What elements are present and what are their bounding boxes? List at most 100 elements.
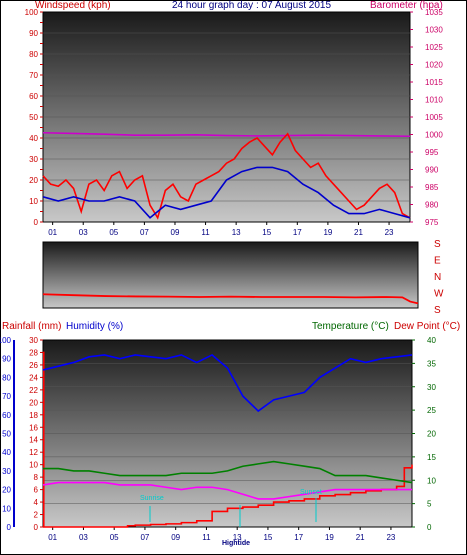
wind-y-tick-label: 20 bbox=[29, 176, 38, 185]
humidity-y-tick-label: 90 bbox=[2, 355, 11, 364]
wind-x-tick-label: 13 bbox=[232, 228, 241, 237]
rain-y-tick-label: 22 bbox=[29, 386, 38, 395]
rain-y-tick-label: 4 bbox=[34, 498, 39, 507]
wind-y-tick-label: 60 bbox=[29, 92, 38, 101]
wind-x-tick-label: 17 bbox=[293, 228, 302, 237]
rain-y-tick-label: 8 bbox=[34, 473, 39, 482]
wind-y-tick-label: 80 bbox=[29, 50, 38, 59]
rain-x-tick-label: 21 bbox=[356, 533, 365, 542]
graph-title: 24 hour graph day : 07 August 2015 bbox=[172, 0, 332, 11]
rain-x-tick-label: 19 bbox=[325, 533, 334, 542]
wind-y-tick-label: 70 bbox=[29, 71, 38, 80]
humidity-y-tick-label: 70 bbox=[2, 392, 11, 401]
wind-barometer-panel: 0102030405060708090100975980985990995100… bbox=[25, 8, 444, 237]
temp-y-tick-label: 35 bbox=[427, 359, 436, 368]
baro-y-tick-label: 985 bbox=[425, 183, 439, 192]
sunrise-annotation: Sunrise bbox=[140, 495, 164, 502]
rain-y-tick-label: 10 bbox=[29, 461, 38, 470]
wind-x-tick-label: 07 bbox=[140, 228, 149, 237]
baro-y-tick-label: 1030 bbox=[425, 26, 443, 35]
temperature-axis-title: Temperature (°C) bbox=[312, 321, 389, 332]
rain-y-tick-label: 12 bbox=[29, 448, 38, 457]
rainfall-line bbox=[42, 351, 413, 528]
wind-x-tick-label: 01 bbox=[48, 228, 57, 237]
wind-x-tick-label: 11 bbox=[201, 228, 210, 237]
direction-label: S bbox=[434, 239, 441, 250]
wind-y-tick-label: 0 bbox=[34, 218, 39, 227]
sunset-annotation: Sunset bbox=[300, 489, 322, 496]
humidity-line bbox=[42, 354, 413, 413]
rain-x-tick-label: 23 bbox=[386, 533, 395, 542]
wind-x-tick-label: 21 bbox=[354, 228, 363, 237]
baro-y-tick-label: 1000 bbox=[425, 131, 443, 140]
wind-x-tick-label: 15 bbox=[262, 228, 271, 237]
baro-y-tick-label: 995 bbox=[425, 148, 439, 157]
wind-y-tick-label: 100 bbox=[25, 8, 39, 17]
humidity-y-tick-label: 50 bbox=[2, 430, 11, 439]
wind-x-tick-label: 09 bbox=[171, 228, 180, 237]
wind-y-tick-label: 10 bbox=[29, 197, 38, 206]
baro-y-tick-label: 1015 bbox=[425, 78, 443, 87]
humidity-y-tick-label: 100 bbox=[0, 336, 12, 345]
direction-label: S bbox=[434, 305, 441, 316]
rain-x-tick-label: 05 bbox=[110, 533, 119, 542]
windspeed-axis-title: Windspeed (kph) bbox=[35, 0, 111, 11]
wind-x-tick-label: 23 bbox=[385, 228, 394, 237]
baro-y-tick-label: 1020 bbox=[425, 61, 443, 70]
rain-humidity-temperature-panel: 0102030405060708090100024681012141618202… bbox=[0, 336, 436, 547]
rain-x-tick-label: 13 bbox=[233, 533, 242, 542]
humidity-axis-title: Humidity (%) bbox=[66, 321, 124, 332]
humidity-y-tick-label: 20 bbox=[2, 486, 11, 495]
rain-x-tick-label: 17 bbox=[294, 533, 303, 542]
baro-y-tick-label: 1005 bbox=[425, 113, 443, 122]
rain-y-tick-label: 14 bbox=[29, 436, 38, 445]
rain-x-tick-label: 07 bbox=[140, 533, 149, 542]
temp-y-tick-label: 25 bbox=[427, 406, 436, 415]
humidity-y-tick-label: 80 bbox=[2, 373, 11, 382]
humidity-y-tick-label: 30 bbox=[2, 467, 11, 476]
temperature-line bbox=[43, 460, 413, 484]
wind-x-tick-label: 19 bbox=[323, 228, 332, 237]
rainfall-axis-title: Rainfall (mm) bbox=[2, 321, 62, 332]
wind-y-tick-label: 50 bbox=[29, 113, 38, 122]
rain-y-tick-label: 24 bbox=[29, 373, 38, 382]
wind-direction-line bbox=[42, 293, 419, 305]
rain-y-tick-label: 30 bbox=[29, 336, 38, 345]
temp-y-tick-label: 5 bbox=[427, 500, 432, 509]
temp-y-tick-label: 30 bbox=[427, 383, 436, 392]
rain-y-tick-label: 18 bbox=[29, 411, 38, 420]
direction-label: N bbox=[434, 272, 441, 283]
barometer-line bbox=[42, 131, 411, 138]
baro-y-tick-label: 980 bbox=[425, 201, 439, 210]
humidity-y-tick-label: 40 bbox=[2, 448, 11, 457]
rain-x-tick-label: 09 bbox=[171, 533, 180, 542]
direction-label: E bbox=[434, 256, 441, 267]
humidity-y-tick-label: 60 bbox=[2, 411, 11, 420]
dewpoint-line bbox=[42, 481, 412, 500]
rain-y-tick-label: 20 bbox=[29, 398, 38, 407]
rain-y-tick-label: 16 bbox=[29, 423, 38, 432]
wind-y-tick-label: 90 bbox=[29, 29, 38, 38]
rain-y-tick-label: 2 bbox=[34, 511, 39, 520]
rain-y-tick-label: 28 bbox=[29, 348, 38, 357]
hightide-annotation: Hightide bbox=[222, 540, 250, 547]
humidity-y-tick-label: 10 bbox=[2, 504, 11, 513]
temp-y-tick-label: 10 bbox=[427, 476, 436, 485]
wind-x-tick-label: 05 bbox=[109, 228, 118, 237]
baro-y-tick-label: 1025 bbox=[425, 43, 443, 52]
baro-y-tick-label: 1035 bbox=[425, 8, 443, 17]
baro-y-tick-label: 990 bbox=[425, 166, 439, 175]
humidity-y-tick-label: 0 bbox=[7, 523, 12, 532]
rain-x-tick-label: 01 bbox=[48, 533, 57, 542]
dewpoint-axis-title: Dew Point (°C) bbox=[394, 321, 461, 332]
temp-y-tick-label: 20 bbox=[427, 430, 436, 439]
rain-y-tick-label: 26 bbox=[29, 361, 38, 370]
temp-y-tick-label: 40 bbox=[427, 336, 436, 345]
rain-y-tick-label: 0 bbox=[34, 523, 39, 532]
baro-y-tick-label: 1010 bbox=[425, 96, 443, 105]
barometer-axis-title: Barometer (hpa) bbox=[370, 0, 443, 11]
baro-y-tick-label: 975 bbox=[425, 218, 439, 227]
